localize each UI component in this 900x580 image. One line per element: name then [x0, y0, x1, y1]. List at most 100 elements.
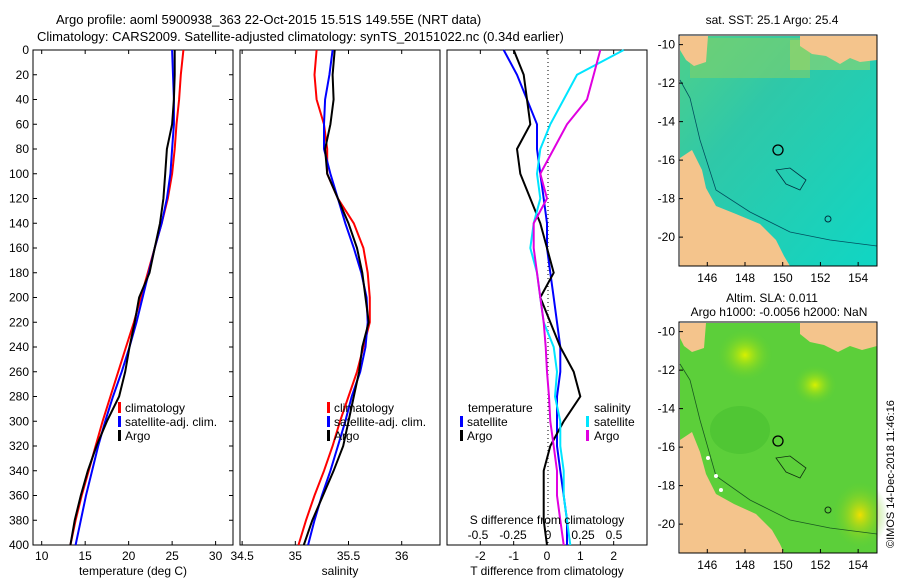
- sla-high-anomaly: [832, 481, 888, 549]
- legend-swatch-salinity-satellite: [586, 416, 589, 427]
- s-tick-label: 0.25: [571, 528, 595, 542]
- legend-swatch-satellite: [118, 416, 121, 427]
- temperature-x-label: temperature (deg C): [79, 564, 187, 578]
- sst-land-cape-york: [680, 36, 708, 66]
- map-y-tick-label: -10: [658, 38, 676, 52]
- depth-tick-label: 360: [9, 489, 29, 503]
- depth-tick-label: 260: [9, 365, 29, 379]
- map-y-tick-label: -16: [658, 440, 676, 454]
- difference-x-label: T difference from climatology: [470, 564, 624, 578]
- profile-line-temperature-satellite: [502, 49, 568, 545]
- sla-reef-outline: [775, 455, 807, 479]
- imos-watermark: ©IMOS 14-Dec-2018 11:46:16: [885, 400, 897, 548]
- difference-plot-frame: [446, 49, 648, 546]
- sst-reef-outline: [775, 167, 807, 191]
- x-tick-label: 34.5: [230, 549, 254, 563]
- legend-title-salinity: salinity: [594, 401, 631, 415]
- legend-swatch-argo: [118, 430, 121, 441]
- map-x-tick-label: 148: [735, 271, 755, 285]
- depth-tick-label: 80: [16, 142, 30, 156]
- depth-tick-label: 60: [16, 117, 30, 131]
- s-tick-label: -0.25: [499, 528, 527, 542]
- depth-tick-label: 140: [9, 216, 29, 230]
- legend-title-temperature: temperature: [468, 401, 533, 415]
- sst-depth-contour: [679, 79, 878, 247]
- legend-swatch-satellite: [327, 416, 330, 427]
- sst-land-queensland: [680, 150, 790, 266]
- x-tick-label: 2: [610, 549, 617, 563]
- profile-line-satellite-adj-clim-: [74, 49, 175, 546]
- map-y-tick-label: -18: [658, 479, 676, 493]
- sst-map-panel: sat. SST: 25.1 Argo: 25.4 146 148 150 152 15…: [658, 13, 878, 285]
- map-y-tick-label: -20: [658, 517, 676, 531]
- salinity-difference-tick-labels: -0.5 -0.25 0 0.25 0.5: [468, 528, 623, 542]
- sst-reef-outline: [824, 215, 832, 223]
- map-x-tick-label: 152: [810, 558, 830, 572]
- legend-swatch-climatology: [327, 402, 330, 413]
- temperature-x-ticks: 10 15 20 25 30: [35, 50, 223, 563]
- x-tick-label: 15: [78, 549, 92, 563]
- profile-line-climatology: [297, 49, 371, 546]
- x-tick-label: 1: [577, 549, 584, 563]
- map-x-tick-label: 146: [697, 558, 717, 572]
- legend-swatch-temperature-satellite: [460, 416, 463, 427]
- salinity-legend: climatology satellite-adj. clim. Argo: [327, 401, 426, 443]
- salinity-x-ticks: 34.5 35 35.5 36: [230, 50, 409, 563]
- map-x-tick-label: 152: [810, 271, 830, 285]
- map-y-tick-label: -12: [658, 76, 676, 90]
- difference-legend: temperature salinity satellite Argo sate…: [460, 401, 635, 443]
- map-y-tick-label: -20: [658, 230, 676, 244]
- legend-label-salinity-argo: Argo: [594, 429, 620, 443]
- sla-low-anomaly: [710, 406, 770, 454]
- depth-tick-label: 40: [16, 93, 30, 107]
- s-tick-label: 0.5: [606, 528, 623, 542]
- legend-label-climatology: climatology: [334, 401, 394, 415]
- depth-tick-label: 120: [9, 192, 29, 206]
- sla-map-frame: [678, 321, 878, 554]
- map-y-tick-label: -14: [658, 115, 676, 129]
- legend-label-satellite: satellite-adj. clim.: [334, 415, 426, 429]
- depth-tick-label: 180: [9, 266, 29, 280]
- legend-swatch-climatology: [118, 402, 121, 413]
- legend-label-climatology: climatology: [125, 401, 185, 415]
- depth-tick-label: 160: [9, 241, 29, 255]
- x-tick-label: 35: [289, 549, 303, 563]
- legend-swatch-temperature-argo: [460, 430, 463, 441]
- x-tick-label: 20: [122, 549, 136, 563]
- sst-land-new-guinea: [800, 36, 877, 64]
- depth-tick-label: 0: [22, 43, 29, 57]
- x-tick-label: 10: [35, 549, 49, 563]
- depth-tick-label: 100: [9, 167, 29, 181]
- sst-map-field: [679, 36, 878, 266]
- x-tick-label: 36: [395, 549, 409, 563]
- salinity-plot-frame: [239, 49, 441, 546]
- temperature-legend: climatology satellite-adj. clim. Argo: [118, 401, 217, 443]
- legend-label-salinity-satellite: satellite: [594, 415, 635, 429]
- sla-map-title-2: Argo h1000: -0.0056 h2000: NaN: [691, 305, 868, 319]
- difference-panel: -2 -1 0 1 2 T difference from climatology S …: [446, 49, 648, 578]
- depth-tick-label: 220: [9, 315, 29, 329]
- map-y-tick-label: -18: [658, 192, 676, 206]
- s-tick-label: 0: [545, 528, 552, 542]
- sla-map-ticks: 146 148 150 152 154 -10 -12 -14 -16 -18 -20: [658, 325, 869, 572]
- sst-float-marker: [772, 144, 784, 156]
- x-tick-label: 35.5: [337, 549, 361, 563]
- x-tick-label: -2: [475, 549, 486, 563]
- sla-reef-outline: [824, 506, 832, 514]
- map-x-tick-label: 150: [773, 558, 793, 572]
- temperature-lines: [69, 49, 185, 546]
- title-line-2: Climatology: CARS2009. Satellite-adjuste…: [37, 29, 564, 44]
- salinity-difference-axis-label: S difference from climatology: [470, 513, 625, 527]
- depth-tick-label: 400: [9, 538, 29, 552]
- legend-label-temperature-argo: Argo: [467, 429, 493, 443]
- sla-land-cape-york: [680, 323, 706, 352]
- depth-tick-label: 300: [9, 414, 29, 428]
- legend-label-argo: Argo: [125, 429, 151, 443]
- legend-swatch-argo: [327, 430, 330, 441]
- x-tick-label: 0: [544, 549, 551, 563]
- legend-swatch-salinity-argo: [586, 430, 589, 441]
- sla-coastal-point: [714, 474, 718, 478]
- salinity-x-label: salinity: [322, 564, 359, 578]
- map-x-tick-label: 154: [848, 271, 868, 285]
- map-y-tick-label: -10: [658, 325, 676, 339]
